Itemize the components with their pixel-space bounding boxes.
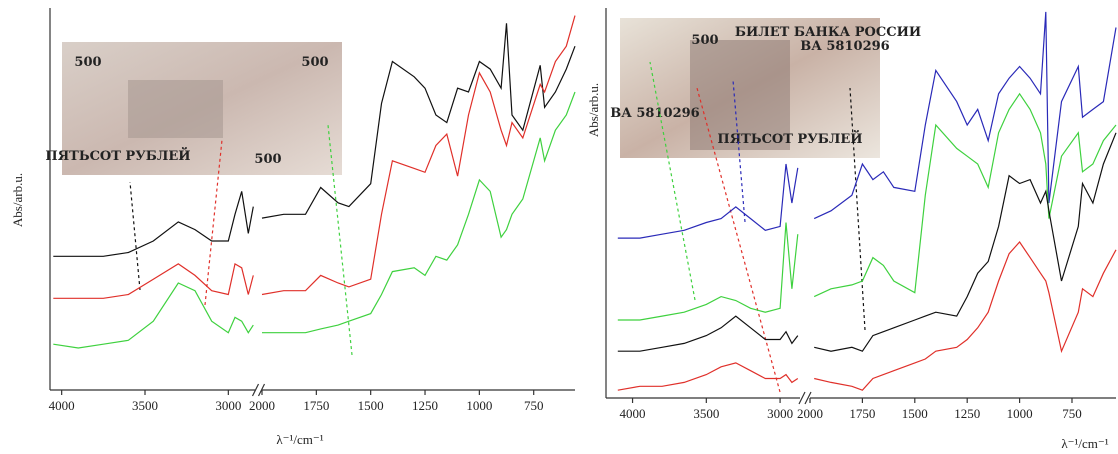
y-axis-label: Abs/arb.u. <box>586 83 601 137</box>
x-tick-label: 750 <box>524 398 544 413</box>
y-axis-label: Abs/arb.u. <box>10 173 25 227</box>
axis-break <box>798 391 806 405</box>
inset-text: 500 <box>691 33 718 48</box>
inset-text: 500 <box>301 55 328 70</box>
x-tick-label: 3000 <box>215 398 241 413</box>
banknote-picture <box>690 40 790 150</box>
x-tick-label: 3000 <box>767 406 793 421</box>
left-panel: 500 500 ПЯТЬСОТ РУБЛЕЙ 500 λ⁻¹/cm⁻¹ Abs/… <box>10 8 576 447</box>
x-tick-label: 1000 <box>1007 406 1033 421</box>
pointer-arrow <box>696 87 781 393</box>
spectrum-line <box>617 92 1117 321</box>
inset-text: ВА 5810296 <box>610 106 699 121</box>
pointer-arrow <box>849 87 866 331</box>
x-axis-label: λ⁻¹/cm⁻¹ <box>1061 436 1108 451</box>
inset-text: ПЯТЬСОТ РУБЛЕЙ <box>717 130 862 147</box>
inset-text: ПЯТЬСОТ РУБЛЕЙ <box>45 147 190 164</box>
x-tick-label: 1250 <box>954 406 980 421</box>
x-tick-label: 1500 <box>902 406 928 421</box>
banknote-picture <box>128 80 223 138</box>
axis-break <box>804 391 812 405</box>
spectrum-line <box>617 132 1117 352</box>
x-tick-label: 1250 <box>412 398 438 413</box>
x-tick-label: 1500 <box>358 398 384 413</box>
x-tick-label: 3500 <box>132 398 158 413</box>
pointer-arrow <box>204 139 223 306</box>
pointer-arrow <box>649 61 696 301</box>
x-tick-label: 2000 <box>249 398 275 413</box>
axis-break <box>257 383 266 397</box>
x-tick-label: 750 <box>1062 406 1082 421</box>
axis-break <box>251 383 260 397</box>
spectrum-line <box>53 91 576 349</box>
x-tick-label: 2000 <box>797 406 823 421</box>
x-tick-label: 1750 <box>303 398 329 413</box>
right-panel: 500 БИЛЕТ БАНКА РОССИИ ВА 5810296 ВА 581… <box>586 8 1117 451</box>
x-tick-label: 4000 <box>620 406 646 421</box>
inset-text: 500 <box>254 152 281 167</box>
spectrum-line <box>53 15 576 299</box>
pointer-arrow <box>327 124 353 356</box>
x-axis-label: λ⁻¹/cm⁻¹ <box>276 432 323 447</box>
pointer-arrow <box>129 181 141 291</box>
inset-text: 500 <box>74 55 101 70</box>
spectrum-line <box>617 241 1117 391</box>
x-tick-label: 1000 <box>466 398 492 413</box>
x-tick-label: 4000 <box>49 398 75 413</box>
x-tick-label: 1750 <box>849 406 875 421</box>
inset-text: ВА 5810296 <box>800 39 889 54</box>
inset-text: БИЛЕТ БАНКА РОССИИ <box>735 25 921 40</box>
spectrum-line <box>53 23 576 257</box>
spectrum-line <box>617 11 1117 239</box>
x-tick-label: 3500 <box>693 406 719 421</box>
